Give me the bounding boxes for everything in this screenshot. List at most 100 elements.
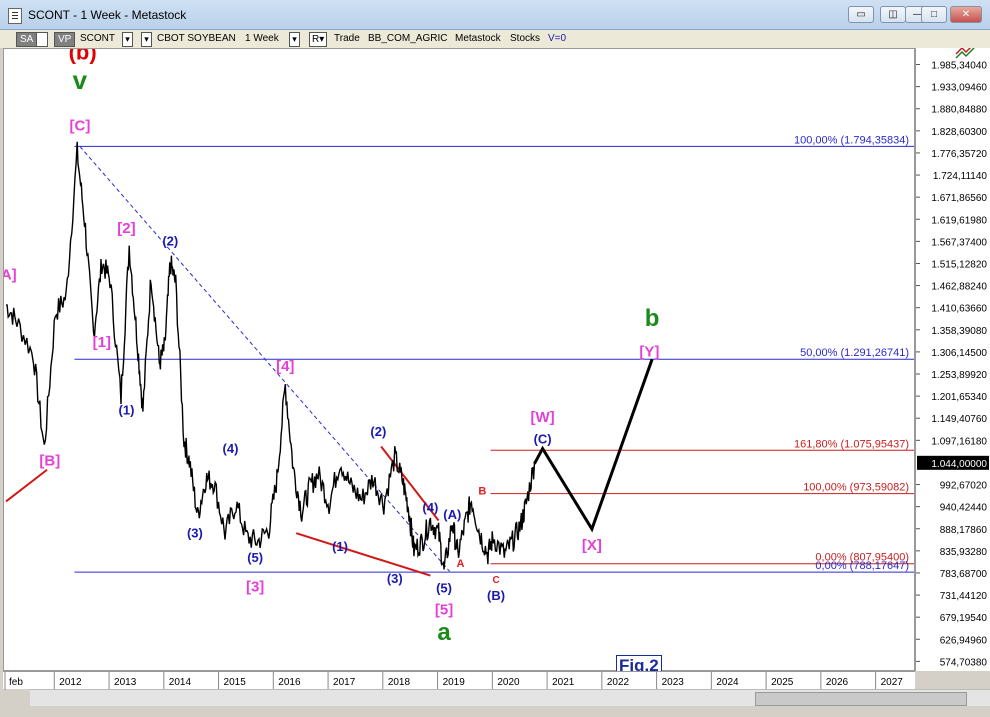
price-tick-label: 731,44120 — [940, 591, 988, 602]
time-tick-label: 2022 — [607, 677, 630, 688]
price-tick-label: 1.462,88240 — [931, 282, 987, 293]
red-channel-lower — [295, 532, 431, 577]
price-tick-label: 1.880,84880 — [931, 105, 987, 116]
time-tick-label: 2013 — [114, 677, 137, 688]
sa-dropdown[interactable] — [36, 32, 48, 47]
price-tick-label: 1.306,14500 — [931, 348, 987, 359]
time-tick-label: 2025 — [771, 677, 794, 688]
time-axis: feb 2012 2013 2014 2015 2016 2017 2018 2019 2020 2… — [3, 671, 915, 690]
price-tick-label: 940,42440 — [940, 503, 988, 514]
r-box[interactable]: R▾ — [309, 32, 328, 47]
time-tick-label: 2021 — [552, 677, 575, 688]
wave-label: (2) — [370, 424, 386, 439]
level-label: 0,00% (807,95400) — [815, 552, 909, 564]
wave-label: C — [492, 575, 499, 586]
price-tick-label: 1.410,63660 — [931, 304, 987, 315]
red-channel-upper — [380, 445, 440, 522]
projection-path — [533, 358, 654, 533]
price-tick-label: 1.724,11140 — [933, 171, 988, 182]
price-tick-label: 1.253,89920 — [931, 370, 987, 381]
period-dropdown[interactable]: ▾ — [289, 32, 300, 47]
wave-label: (5) — [436, 580, 452, 595]
time-tick-label: feb — [9, 677, 23, 688]
time-tick-label: 2024 — [716, 677, 739, 688]
exchange-label: BB_COM_AGRIC — [368, 33, 448, 44]
time-tick-label: 2017 — [333, 677, 356, 688]
level-label: 0,00% (788,17647) — [815, 560, 909, 572]
wave-label: [5] — [435, 601, 453, 618]
price-axis: 1.985,34040 1.933,09460 1.880,84880 1.828,6… — [915, 43, 990, 690]
volume-label: V=0 — [548, 33, 567, 44]
wave-label: b — [645, 305, 660, 332]
wave-label: (5) — [247, 550, 263, 565]
red-line-left — [5, 468, 48, 503]
restore-group-button[interactable]: ▭ — [848, 6, 874, 23]
scrollbar-thumb[interactable] — [755, 692, 967, 706]
wave-label: [B] — [39, 453, 60, 470]
instrument-label: CBOT SOYBEAN — [157, 33, 236, 44]
price-tick-label: 1.671,86560 — [931, 193, 987, 204]
wave-label: [C] — [70, 117, 91, 134]
price-tick-label: 679,19540 — [940, 613, 988, 624]
price-tick-label: 1.515,12820 — [931, 259, 987, 270]
close-button[interactable]: ✕ — [950, 6, 982, 23]
wave-label: [Y] — [639, 343, 659, 360]
time-tick-label: 2014 — [169, 677, 192, 688]
trade-label: Trade — [334, 33, 360, 44]
chart-area[interactable]: 100,00% (1.794,35834) 50,00% (1.291,26741… — [3, 48, 915, 677]
price-chart: 100,00% (1.794,35834) 50,00% (1.291,26741… — [4, 49, 914, 646]
wave-label: (4) — [422, 500, 438, 515]
time-tick-label: 2020 — [497, 677, 520, 688]
level-label: 100,00% (1.794,35834) — [794, 134, 909, 146]
wave-label: [1] — [93, 334, 111, 351]
maximize-button[interactable]: □ — [921, 6, 947, 23]
price-tick-label: 1.358,39080 — [931, 326, 987, 337]
time-tick-label: 2012 — [59, 677, 82, 688]
wave-label: v — [73, 65, 88, 95]
wave-label: [W] — [531, 409, 555, 426]
chart-toolbar: SA VP SCONT ▾ ▾ CBOT SOYBEAN 1 Week ▾ R▾… — [0, 30, 990, 48]
wave-label: A] — [4, 266, 17, 283]
wave-label: B — [478, 485, 486, 497]
price-tick-label: 1.619,61980 — [931, 215, 987, 226]
price-tick-label: 1.985,34040 — [931, 61, 987, 72]
time-tick-label: 2026 — [826, 677, 849, 688]
time-tick-label: 2019 — [443, 677, 466, 688]
price-tick-label: 1.933,09460 — [931, 83, 987, 94]
price-tick-label: 888,17860 — [940, 525, 988, 536]
time-tick-label: 2027 — [881, 677, 904, 688]
wave-label: (B) — [487, 588, 505, 603]
wave-label: (3) — [387, 571, 403, 586]
wave-label: [X] — [582, 537, 602, 554]
wave-label: (b) — [69, 49, 97, 64]
last-price-label: 1.044,00000 — [931, 459, 987, 470]
instrument-toggle[interactable]: ▾ — [141, 32, 152, 47]
wave-label: [4] — [276, 358, 294, 375]
document-icon — [8, 8, 22, 24]
price-tick-label: 835,93280 — [940, 547, 988, 558]
wave-label: a — [437, 619, 451, 646]
price-tick-label: 992,67020 — [940, 481, 988, 492]
price-tick-label: 574,70380 — [940, 657, 988, 668]
sa-button[interactable]: SA — [16, 32, 38, 47]
level-label: 50,00% (1.291,26741) — [800, 347, 909, 359]
source-label: Metastock — [455, 33, 501, 44]
help-button[interactable]: ◫ — [880, 6, 906, 23]
price-tick-label: 1.776,35720 — [931, 149, 987, 160]
price-series — [5, 141, 536, 570]
price-axis-svg: 1.985,34040 1.933,09460 1.880,84880 1.828,6… — [916, 43, 989, 690]
toggle-icon[interactable] — [955, 43, 975, 59]
status-strip — [0, 706, 990, 717]
symbol-dropdown[interactable]: ▾ — [122, 32, 133, 47]
wave-label: [3] — [246, 579, 264, 596]
price-tick-label: 1.201,65340 — [931, 392, 987, 403]
horizontal-scrollbar[interactable] — [30, 689, 990, 707]
wave-label: [2] — [117, 220, 135, 237]
period-label: 1 Week — [245, 33, 279, 44]
price-tick-label: 1.149,40760 — [931, 414, 987, 425]
time-tick-label: 2018 — [388, 677, 411, 688]
price-tick-label: 1.097,16180 — [931, 436, 987, 447]
time-axis-svg: feb 2012 2013 2014 2015 2016 2017 2018 2019 2020 2… — [4, 672, 904, 690]
vp-button[interactable]: VP — [54, 32, 76, 47]
price-tick-label: 783,68700 — [940, 569, 988, 580]
